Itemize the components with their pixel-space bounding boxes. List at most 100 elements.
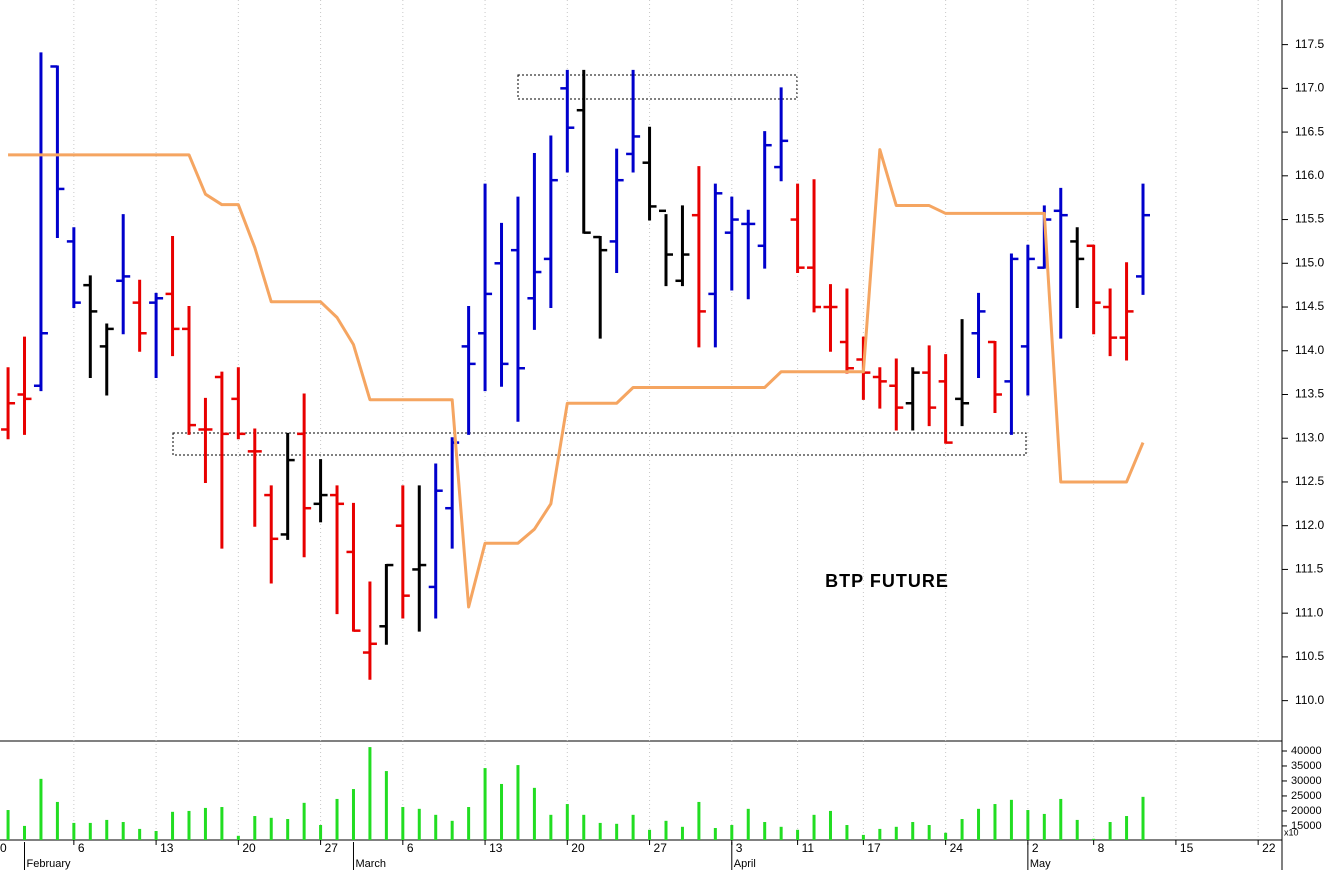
y-tick-label: 114.5: [1295, 299, 1324, 313]
volume-bar: [845, 825, 849, 840]
y-tick-label: 111.5: [1295, 562, 1324, 576]
volume-bar: [72, 822, 76, 840]
volume-bar: [763, 822, 767, 840]
y-tick-label: 112.5: [1295, 474, 1324, 488]
y-tick-label: 116.0: [1295, 168, 1324, 182]
volume-bar: [532, 787, 536, 840]
y-tick-label: 117.0: [1295, 81, 1324, 95]
volume-bar: [1108, 822, 1112, 840]
volume-bar: [697, 801, 701, 840]
volume-tick-label: 35000: [1291, 760, 1322, 772]
x-tick-label: 15: [1180, 841, 1194, 855]
volume-bar: [1075, 819, 1079, 840]
volume-bar: [993, 804, 997, 840]
volume-bar: [861, 834, 865, 840]
x-tick-label: 6: [78, 841, 85, 855]
volume-bar: [894, 826, 898, 840]
y-tick-label: 113.5: [1295, 387, 1324, 401]
volume-bar: [828, 810, 832, 840]
y-tick-label: 116.5: [1295, 124, 1324, 138]
volume-bar: [171, 811, 175, 840]
chart-title: BTP FUTURE: [825, 571, 949, 591]
volume-tick-label: 15000: [1291, 820, 1322, 832]
x-tick-label: 24: [950, 841, 964, 855]
volume-bar: [1141, 796, 1145, 840]
volume-bar: [960, 819, 964, 840]
y-tick-label: 113.0: [1295, 430, 1324, 444]
volume-bar: [878, 828, 882, 840]
volume-bar: [812, 814, 816, 840]
volume-bar: [401, 807, 405, 840]
y-tick-label: 112.0: [1295, 518, 1324, 532]
volume-bar: [664, 820, 668, 840]
volume-bar: [483, 768, 487, 840]
x-tick-label: 6: [407, 841, 414, 855]
month-label: May: [1030, 858, 1051, 870]
x-tick-label: 3: [736, 841, 743, 855]
annotation-box: [172, 432, 1027, 456]
volume-bar: [648, 829, 652, 840]
volume-bar: [615, 823, 619, 840]
x-tick-label: 2: [1032, 841, 1039, 855]
volume-bar: [203, 807, 207, 840]
volume-bar: [1042, 813, 1046, 840]
x-tick-label: 27: [325, 841, 339, 855]
volume-bar: [269, 817, 273, 840]
month-label: March: [355, 858, 386, 870]
y-tick-label: 110.5: [1295, 649, 1324, 663]
y-tick-label: 115.5: [1295, 212, 1324, 226]
volume-bar: [335, 798, 339, 840]
volume-bar: [1059, 798, 1063, 840]
x-tick-label: 27: [654, 841, 668, 855]
volume-bar: [319, 825, 323, 840]
volume-bar: [549, 814, 553, 840]
volume-bar: [121, 822, 125, 840]
volume-bar: [1092, 838, 1096, 840]
volume-bar: [680, 826, 684, 840]
x-tick-label: 13: [160, 841, 174, 855]
volume-bar: [746, 808, 750, 840]
volume-bar: [23, 825, 27, 840]
volume-bar: [582, 814, 586, 840]
y-tick-label: 115.0: [1295, 255, 1324, 269]
volume-bar: [1125, 816, 1129, 840]
volume-bar: [286, 819, 290, 840]
volume-bar: [6, 810, 10, 840]
y-tick-label: 114.0: [1295, 343, 1324, 357]
volume-tick-label: 25000: [1291, 790, 1322, 802]
volume-bar: [417, 808, 421, 840]
volume-bar: [434, 814, 438, 840]
x-tick-label: 22: [1262, 841, 1276, 855]
volume-tick-label: 40000: [1291, 745, 1322, 757]
volume-tick-label: 30000: [1291, 775, 1322, 787]
volume-bar: [779, 826, 783, 840]
y-tick-label: 117.5: [1295, 37, 1324, 51]
volume-bar: [516, 765, 520, 840]
volume-bar: [39, 778, 43, 840]
volume-bar: [138, 828, 142, 840]
volume-bar: [253, 816, 257, 840]
volume-bar: [927, 825, 931, 840]
month-label: February: [27, 858, 72, 870]
volume-bar: [105, 819, 109, 840]
volume-bar: [1026, 810, 1030, 840]
x-tick-label: 11: [802, 841, 815, 855]
volume-bar: [302, 802, 306, 840]
x-tick-label: 13: [489, 841, 503, 855]
volume-bar: [565, 804, 569, 840]
volume-bar: [187, 810, 191, 840]
volume-bar: [55, 801, 59, 840]
x-tick-label: 17: [867, 841, 881, 855]
volume-bar: [911, 822, 915, 840]
volume-bar: [384, 771, 388, 840]
volume-bar: [598, 822, 602, 840]
y-tick-label: 110.0: [1295, 693, 1324, 707]
volume-bar: [236, 835, 240, 840]
volume-bar: [351, 789, 355, 840]
month-label: April: [734, 858, 756, 870]
x-tick-label: 20: [242, 841, 256, 855]
volume-bar: [220, 807, 224, 840]
volume-bar: [631, 814, 635, 840]
